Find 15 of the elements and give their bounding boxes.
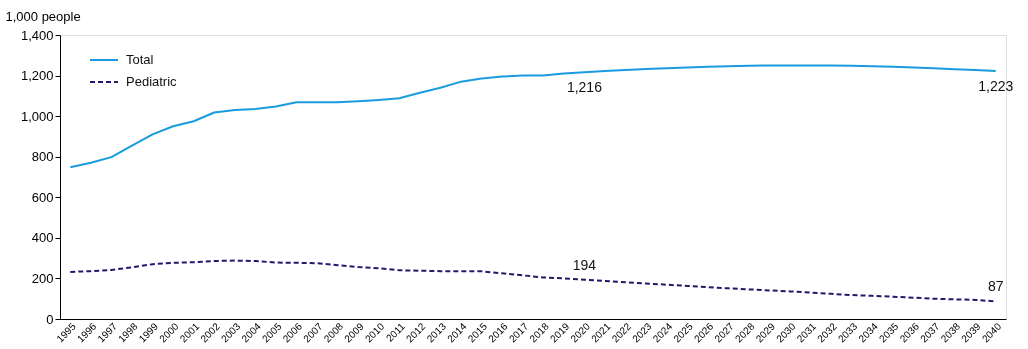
y-axis-title: 1,000 people (5, 8, 81, 24)
y-tick-label: 1,400 (20, 27, 54, 43)
y-tick-label: 0 (46, 311, 54, 327)
y-tick-label: 200 (31, 270, 54, 286)
y-tick-label: 600 (31, 189, 54, 205)
y-tick-label: 1,000 (20, 108, 54, 124)
y-tick-label: 800 (31, 149, 54, 165)
y-tick-label: 400 (31, 230, 54, 246)
legend-label: Total (126, 52, 154, 67)
data-label: 87 (987, 278, 1004, 295)
y-tick-label: 1,200 (20, 68, 54, 84)
data-label: 1,216 (566, 79, 603, 96)
data-label: 194 (572, 256, 597, 273)
data-label: 1,223 (978, 77, 1014, 94)
legend-label: Pediatric (126, 74, 178, 89)
